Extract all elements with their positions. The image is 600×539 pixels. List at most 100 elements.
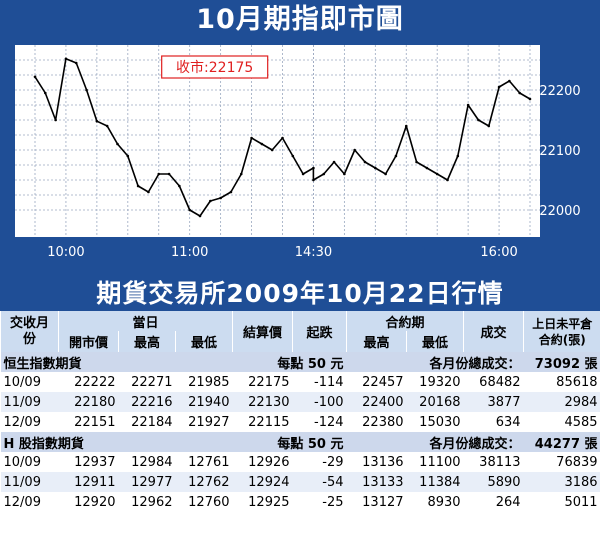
table-cell: 12937 <box>58 452 119 472</box>
table-cell: -124 <box>292 412 347 432</box>
price-point <box>126 154 130 158</box>
price-point <box>363 160 367 164</box>
table-cell: 22175 <box>232 372 293 392</box>
table-cell: 10/09 <box>0 372 59 392</box>
table-cell: 11/09 <box>0 392 59 412</box>
section-total-label: 各月份總成交： <box>346 432 524 452</box>
price-point <box>198 214 202 218</box>
table-cell: -114 <box>292 372 347 392</box>
header-oi: 上日未平倉合約(張) <box>523 311 600 352</box>
price-point <box>74 61 78 65</box>
price-series-line <box>34 58 531 217</box>
table-body: 恒生指數期貨 每點 50 元各月份總成交： 73092 張 10/09 22222 222… <box>0 352 600 512</box>
price-point <box>456 154 460 158</box>
price-point <box>312 178 315 182</box>
y-tick-label: 22200 <box>539 84 580 99</box>
header-open: 開市價 <box>58 331 119 352</box>
table-cell: 3186 <box>523 472 600 492</box>
table-cell: 264 <box>463 492 524 512</box>
table-cell: 21940 <box>175 392 233 412</box>
price-point <box>136 184 140 188</box>
table-cell: 76839 <box>523 452 600 472</box>
price-point <box>260 142 264 146</box>
table-cell: 11100 <box>406 452 464 472</box>
table-cell: 15030 <box>406 412 464 432</box>
table-cell: -100 <box>292 392 347 412</box>
table-cell: 4585 <box>523 412 600 432</box>
x-tick-label: 11:00 <box>171 245 208 260</box>
price-point <box>374 166 377 170</box>
section-per-point: 每點 50 元 <box>232 352 347 372</box>
section-total: 44277 張 <box>523 432 600 452</box>
table-cell: 13127 <box>346 492 407 512</box>
price-point <box>44 91 47 95</box>
y-tick-label: 22100 <box>539 144 580 159</box>
price-point <box>54 118 57 122</box>
price-point <box>167 172 171 176</box>
table-cell: 12984 <box>118 452 176 472</box>
table-cell: 5011 <box>523 492 600 512</box>
section-name: 恒生指數期貨 <box>0 352 233 372</box>
header-high: 最高 <box>118 331 176 352</box>
price-point <box>188 208 191 212</box>
table-cell: 20168 <box>406 392 464 412</box>
table-cell: 12962 <box>118 492 176 512</box>
price-point <box>446 178 449 182</box>
quotes-table: 交收月份 當日 結算價 起跌 合約期 成交 上日未平倉合約(張) 開市價 最高 … <box>0 311 600 512</box>
price-point <box>291 154 295 158</box>
price-point <box>95 119 99 123</box>
price-point <box>353 148 356 152</box>
price-point <box>209 199 212 203</box>
table-cell: 21927 <box>175 412 233 432</box>
table-cell: 19320 <box>406 372 464 392</box>
table-cell: 21985 <box>175 372 233 392</box>
close-callout-label: 收市:22175 <box>176 59 253 76</box>
table-cell: 11/09 <box>0 472 59 492</box>
section-header-row: 恒生指數期貨 每點 50 元各月份總成交： 73092 張 <box>0 352 600 372</box>
table-cell: -25 <box>292 492 347 512</box>
price-point <box>466 103 470 107</box>
section-total-label: 各月份總成交： <box>346 352 524 372</box>
header-volume: 成交 <box>463 311 524 352</box>
close-callout-box <box>161 55 269 79</box>
table-cell: 12920 <box>58 492 119 512</box>
chart-panel: 22200 22100 22000 10:00 11:00 14:30 16:00 收市:22… <box>0 40 600 277</box>
price-point <box>384 172 387 176</box>
table-cell: 634 <box>463 412 524 432</box>
table-cell: 22115 <box>232 412 293 432</box>
table-cell: 22216 <box>118 392 176 412</box>
table-cell: 12762 <box>175 472 233 492</box>
price-point <box>229 190 233 194</box>
table-cell: 3877 <box>463 392 524 412</box>
price-point <box>281 136 284 140</box>
header-contract: 合約期 <box>346 311 464 331</box>
price-point <box>178 184 181 188</box>
price-point <box>239 172 243 176</box>
x-tick-label: 14:30 <box>295 245 332 260</box>
header-contract-high: 最高 <box>346 331 407 352</box>
price-point <box>487 124 491 128</box>
table-row: 10/09 12937 12984 12761 12926 -29 13136 11100 38… <box>0 452 600 472</box>
price-point <box>250 136 253 140</box>
table-row: 10/09 22222 22271 21985 22175 -114 22457 19320 6… <box>0 372 600 392</box>
table-cell: 22222 <box>58 372 119 392</box>
table-row: 11/09 22180 22216 21940 22130 -100 22400 20168 3… <box>0 392 600 412</box>
table-cell: 11384 <box>406 472 464 492</box>
table-cell: 22151 <box>58 412 119 432</box>
table-cell: 38113 <box>463 452 524 472</box>
header-month: 交收月份 <box>0 311 59 352</box>
price-point <box>332 160 336 164</box>
table-cell: 12926 <box>232 452 293 472</box>
price-point <box>116 142 119 146</box>
header-day: 當日 <box>57 311 233 331</box>
table-cell: 12/09 <box>0 492 59 512</box>
plot-area <box>15 45 540 237</box>
x-tick-label: 10:00 <box>47 245 84 260</box>
header-low: 最低 <box>174 331 233 352</box>
section-per-point: 每點 50 元 <box>232 432 347 452</box>
price-point <box>477 118 480 122</box>
table-cell: 12761 <box>175 452 233 472</box>
table-row: 12/09 22151 22184 21927 22115 -124 22380 15030 6… <box>0 412 600 432</box>
table-title: 期貨交易所2009年10月22日行情 <box>0 277 600 311</box>
table-cell: 2984 <box>523 392 600 412</box>
